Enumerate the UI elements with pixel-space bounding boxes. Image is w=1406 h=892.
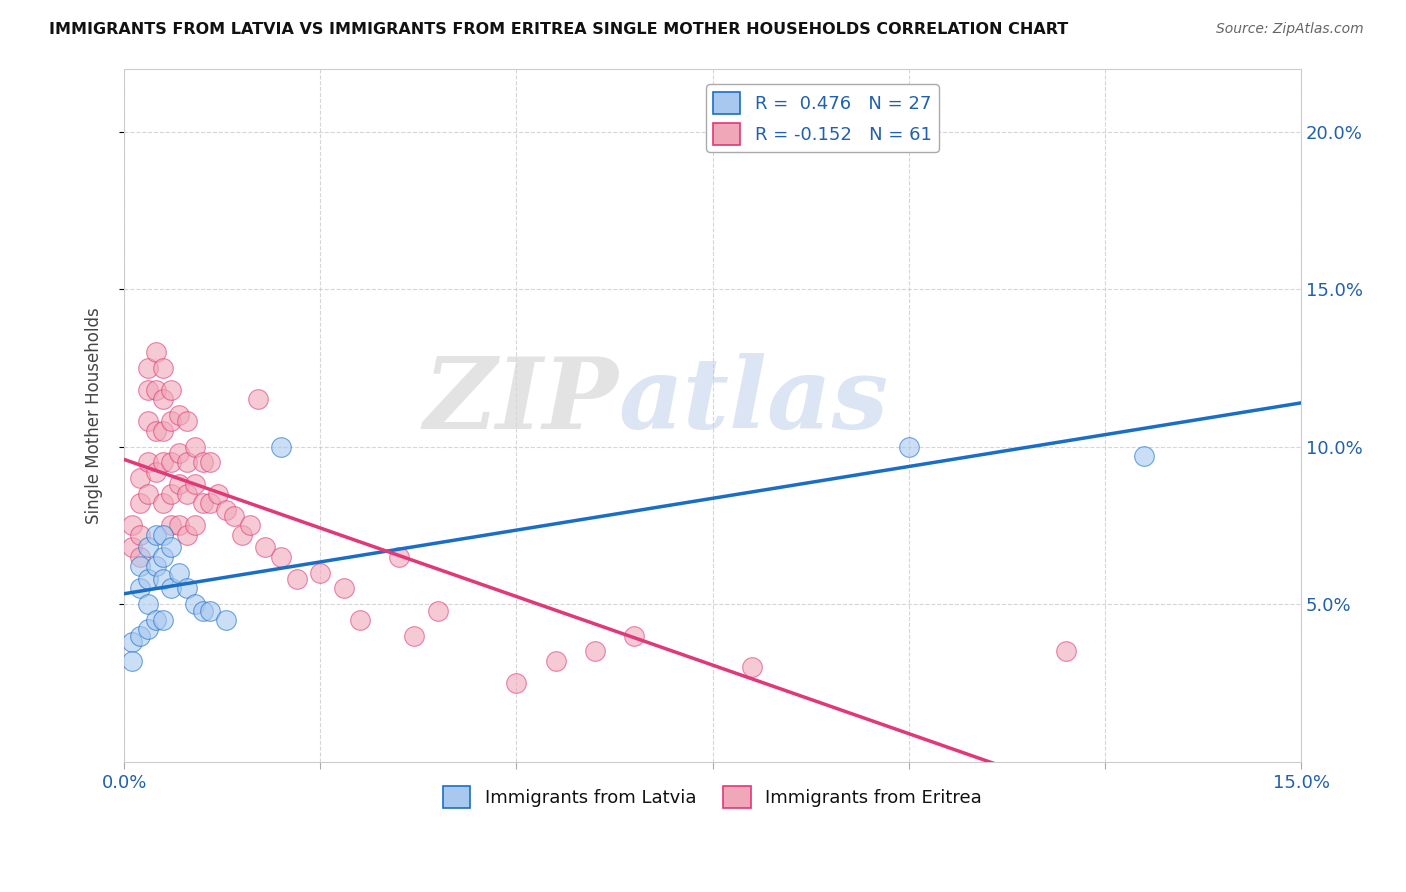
Point	[145, 345, 167, 359]
Point	[136, 383, 159, 397]
Point	[152, 572, 174, 586]
Point	[145, 424, 167, 438]
Point	[128, 496, 150, 510]
Point	[1054, 644, 1077, 658]
Point	[270, 440, 292, 454]
Point	[152, 496, 174, 510]
Point	[145, 465, 167, 479]
Text: Source: ZipAtlas.com: Source: ZipAtlas.com	[1216, 22, 1364, 37]
Point	[160, 518, 183, 533]
Point	[309, 566, 332, 580]
Point	[215, 502, 238, 516]
Point	[184, 597, 207, 611]
Point	[145, 528, 167, 542]
Point	[167, 446, 190, 460]
Point	[583, 644, 606, 658]
Point	[176, 455, 198, 469]
Point	[404, 629, 426, 643]
Point	[136, 487, 159, 501]
Point	[222, 508, 245, 523]
Point	[239, 518, 262, 533]
Point	[215, 613, 238, 627]
Y-axis label: Single Mother Households: Single Mother Households	[86, 307, 103, 524]
Point	[160, 455, 183, 469]
Point	[349, 613, 371, 627]
Point	[200, 455, 222, 469]
Point	[136, 597, 159, 611]
Point	[544, 654, 567, 668]
Point	[160, 582, 183, 596]
Point	[152, 549, 174, 564]
Point	[152, 613, 174, 627]
Point	[191, 455, 214, 469]
Point	[152, 528, 174, 542]
Legend: Immigrants from Latvia, Immigrants from Eritrea: Immigrants from Latvia, Immigrants from …	[436, 779, 988, 815]
Point	[388, 549, 411, 564]
Point	[167, 566, 190, 580]
Point	[121, 518, 143, 533]
Point	[285, 572, 308, 586]
Point	[145, 613, 167, 627]
Point	[184, 440, 207, 454]
Point	[128, 582, 150, 596]
Point	[184, 518, 207, 533]
Text: atlas: atlas	[619, 353, 889, 450]
Point	[191, 496, 214, 510]
Point	[121, 635, 143, 649]
Point	[176, 414, 198, 428]
Point	[333, 582, 356, 596]
Point	[505, 676, 527, 690]
Point	[231, 528, 253, 542]
Point	[160, 414, 183, 428]
Point	[270, 549, 292, 564]
Point	[167, 408, 190, 422]
Point	[136, 414, 159, 428]
Point	[121, 541, 143, 555]
Point	[128, 549, 150, 564]
Point	[160, 487, 183, 501]
Point	[136, 623, 159, 637]
Point	[145, 559, 167, 574]
Point	[128, 528, 150, 542]
Point	[184, 477, 207, 491]
Point	[128, 559, 150, 574]
Point	[176, 528, 198, 542]
Point	[427, 603, 450, 617]
Point	[741, 660, 763, 674]
Point	[152, 455, 174, 469]
Point	[152, 360, 174, 375]
Point	[1133, 449, 1156, 463]
Point	[200, 603, 222, 617]
Point	[160, 383, 183, 397]
Point	[200, 496, 222, 510]
Point	[128, 629, 150, 643]
Point	[207, 487, 229, 501]
Point	[128, 471, 150, 485]
Point	[121, 654, 143, 668]
Point	[897, 440, 920, 454]
Text: IMMIGRANTS FROM LATVIA VS IMMIGRANTS FROM ERITREA SINGLE MOTHER HOUSEHOLDS CORRE: IMMIGRANTS FROM LATVIA VS IMMIGRANTS FRO…	[49, 22, 1069, 37]
Point	[152, 424, 174, 438]
Point	[176, 487, 198, 501]
Point	[176, 582, 198, 596]
Point	[246, 392, 269, 407]
Point	[136, 360, 159, 375]
Point	[152, 392, 174, 407]
Text: ZIP: ZIP	[423, 353, 619, 450]
Point	[136, 541, 159, 555]
Point	[136, 455, 159, 469]
Point	[254, 541, 277, 555]
Point	[623, 629, 645, 643]
Point	[167, 518, 190, 533]
Point	[145, 383, 167, 397]
Point	[160, 541, 183, 555]
Point	[191, 603, 214, 617]
Point	[136, 572, 159, 586]
Point	[167, 477, 190, 491]
